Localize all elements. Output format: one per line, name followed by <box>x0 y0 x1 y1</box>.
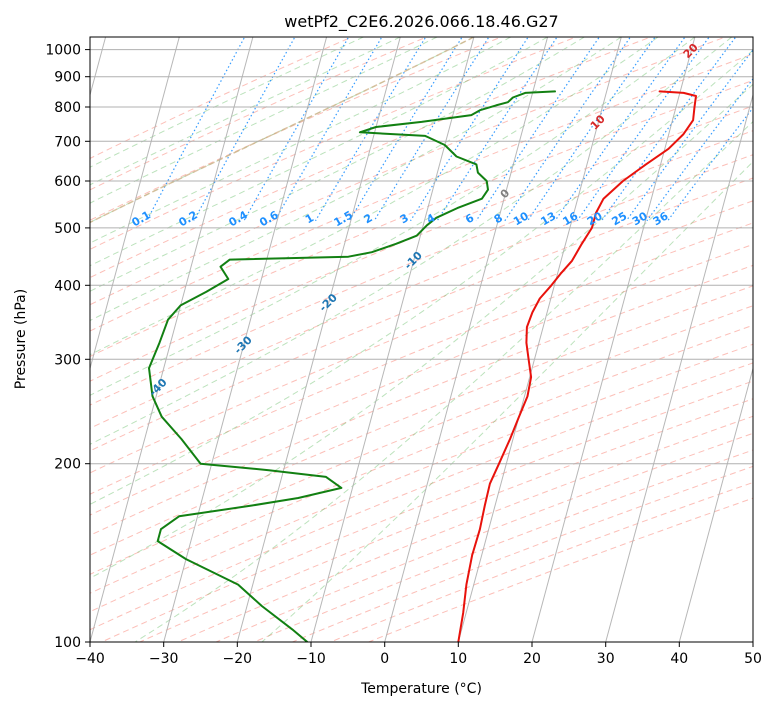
isotherm-line <box>457 37 622 642</box>
dry-adiabat <box>90 343 753 613</box>
moist-adiabat <box>134 120 753 642</box>
dry-adiabat <box>90 37 503 221</box>
dry-adiabat <box>90 243 753 516</box>
isotherm-line <box>90 37 180 371</box>
isotherm-line <box>90 37 254 642</box>
mixing-ratio-line <box>475 37 601 222</box>
mixing-ratio-line <box>504 37 632 222</box>
mixing-ratio-line <box>348 37 463 222</box>
x-axis: −40 −30 −20 −10 0 10 20 30 40 50 <box>75 642 762 667</box>
dry-adiabat <box>90 362 753 631</box>
isotherm-line <box>310 37 475 642</box>
temperature-line <box>457 90 697 642</box>
x-tick-label: 10 <box>449 651 467 667</box>
y-axis: 1000 900 800 700 600 500 400 300 200 100 <box>45 43 90 651</box>
isotherm-line <box>384 37 549 642</box>
mixing-ratio-line <box>646 77 753 222</box>
mixing-ratio-line <box>274 37 383 222</box>
dry-adiabat <box>329 481 753 642</box>
mixing-ratio-line <box>625 48 753 222</box>
dry-adiabat <box>100 380 753 642</box>
dry-adiabat <box>291 465 753 642</box>
moist-adiabat <box>90 37 548 267</box>
isotherm-line <box>236 37 401 642</box>
x-tick-label: 50 <box>744 651 762 667</box>
x-tick-label: 0 <box>380 651 389 667</box>
dry-adiabat <box>90 200 753 474</box>
y-tick-label: 900 <box>54 70 81 86</box>
dry-adiabat <box>90 37 428 191</box>
moist-adiabat <box>90 37 438 204</box>
dry-adiabat <box>90 285 753 556</box>
y-tick-label: 700 <box>54 134 81 150</box>
plot-frame <box>89 36 754 643</box>
dry-adiabat <box>90 79 753 358</box>
dry-adiabat <box>90 222 753 495</box>
y-tick-label: 500 <box>54 221 81 237</box>
y-axis-label: Pressure (hPa) <box>13 289 29 389</box>
moist-adiabat <box>90 83 753 579</box>
dry-adiabat <box>367 497 753 642</box>
x-tick-label: −30 <box>149 651 179 667</box>
dry-adiabat <box>90 37 578 250</box>
x-tick-label: 20 <box>523 651 541 667</box>
sounding-profiles <box>148 90 697 642</box>
isotherm-line <box>163 37 328 642</box>
mixing-ratio-line <box>436 37 558 222</box>
x-tick-label: 30 <box>597 651 615 667</box>
x-tick-label: −40 <box>75 651 105 667</box>
x-tick-label: −20 <box>223 651 253 667</box>
moist-adiabat <box>261 160 753 642</box>
mixing-ratio-line <box>527 37 656 222</box>
mixing-ratio-line <box>193 37 296 222</box>
dry-adiabat <box>90 324 753 594</box>
dry-adiabat <box>90 53 753 332</box>
isotherm-line <box>678 366 753 642</box>
y-tick-label: 1000 <box>45 43 81 59</box>
x-tick-label: −10 <box>296 651 326 667</box>
moist-adiabat <box>90 49 753 505</box>
moist-adiabat <box>90 37 512 244</box>
y-tick-label: 300 <box>54 352 81 368</box>
moist-adiabat <box>90 37 659 356</box>
moist-adiabat <box>90 37 585 292</box>
moist-adiabat <box>90 37 622 322</box>
isotherm-line <box>531 37 696 642</box>
mixing-ratio-line <box>373 37 490 222</box>
y-tick-label: 100 <box>54 635 81 651</box>
x-tick-label: 40 <box>670 651 688 667</box>
y-tick-label: 200 <box>54 457 81 473</box>
y-tick-label: 600 <box>54 174 81 190</box>
y-tick-label: 400 <box>54 278 81 294</box>
dry-adiabat <box>90 37 727 306</box>
x-axis-label: Temperature (°C) <box>360 681 482 697</box>
moist-adiabat <box>90 37 696 396</box>
chart-title: wetPf2_C2E6.2026.066.18.46.G27 <box>284 12 558 32</box>
y-tick-label: 800 <box>54 100 81 116</box>
dry-adiabat <box>138 398 753 642</box>
isotherm-line <box>605 93 753 642</box>
mixing-ratio-line <box>601 37 737 222</box>
dewpoint-line <box>148 90 556 642</box>
mixing-ratio-line <box>409 37 529 222</box>
dry-adiabat <box>90 305 753 575</box>
dry-adiabat <box>90 264 753 536</box>
